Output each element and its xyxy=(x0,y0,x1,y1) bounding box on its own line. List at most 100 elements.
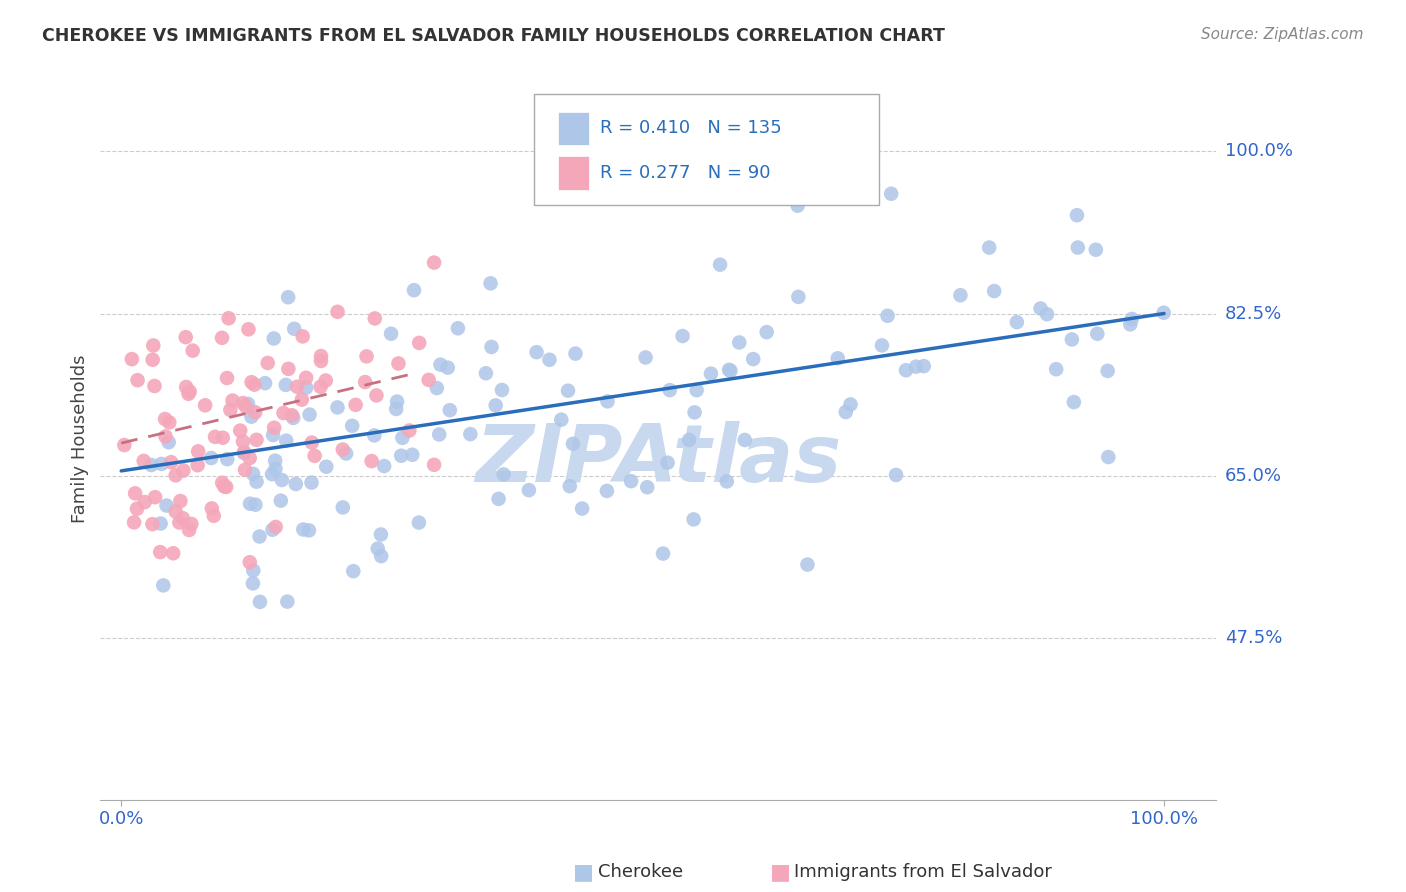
Point xyxy=(418,373,440,387)
Text: 47.5%: 47.5% xyxy=(1225,629,1282,647)
Point xyxy=(387,356,409,370)
Point xyxy=(488,491,510,506)
Point xyxy=(658,383,681,397)
Point xyxy=(720,364,742,378)
Point xyxy=(169,494,191,508)
Point xyxy=(277,362,299,376)
Point xyxy=(827,351,849,366)
Point xyxy=(342,564,364,578)
Point xyxy=(1045,362,1067,376)
Y-axis label: Family Households: Family Households xyxy=(72,354,89,523)
Point xyxy=(153,412,176,426)
Point xyxy=(596,483,619,498)
Point xyxy=(276,434,298,448)
Point xyxy=(263,421,285,435)
Point xyxy=(242,576,264,591)
Point xyxy=(141,458,163,472)
Point xyxy=(264,453,287,467)
Point xyxy=(429,358,451,372)
Point xyxy=(177,386,200,401)
Point xyxy=(256,356,278,370)
Point xyxy=(870,338,893,352)
Point xyxy=(217,452,239,467)
Point xyxy=(229,424,252,438)
Point xyxy=(1097,364,1119,378)
Point xyxy=(326,305,349,319)
Point xyxy=(671,329,693,343)
Point xyxy=(876,309,898,323)
Point xyxy=(292,523,315,537)
Text: ZIPAtlas: ZIPAtlas xyxy=(475,421,841,500)
Point xyxy=(408,335,430,350)
Point xyxy=(263,331,285,345)
Point xyxy=(242,467,264,481)
Point xyxy=(121,352,143,367)
Point xyxy=(301,435,323,450)
Point xyxy=(423,255,446,269)
Point xyxy=(1036,307,1059,321)
Point xyxy=(270,493,292,508)
Point xyxy=(332,500,354,515)
Point xyxy=(728,335,751,350)
Text: Source: ZipAtlas.com: Source: ZipAtlas.com xyxy=(1201,27,1364,42)
Point xyxy=(620,474,643,488)
Point xyxy=(370,549,392,563)
Point xyxy=(219,403,242,417)
Point xyxy=(364,311,387,326)
Point xyxy=(682,512,704,526)
Point xyxy=(880,186,903,201)
Point xyxy=(240,375,263,389)
Point xyxy=(273,406,295,420)
Point xyxy=(538,352,561,367)
Point xyxy=(884,467,907,482)
Text: R = 0.277   N = 90: R = 0.277 N = 90 xyxy=(600,164,770,182)
Point xyxy=(165,504,187,518)
Point xyxy=(979,241,1001,255)
Point xyxy=(233,463,256,477)
Point xyxy=(232,396,254,410)
Point xyxy=(447,321,470,335)
Point xyxy=(385,401,408,416)
Point xyxy=(517,483,540,497)
Point xyxy=(283,322,305,336)
Point xyxy=(264,520,287,534)
Point xyxy=(571,501,593,516)
Point xyxy=(491,383,513,397)
Point xyxy=(344,398,367,412)
Point xyxy=(160,455,183,469)
Point xyxy=(389,449,412,463)
Point xyxy=(277,290,299,304)
Point xyxy=(363,428,385,442)
Point xyxy=(398,424,420,438)
Point xyxy=(436,360,458,375)
Point xyxy=(734,433,756,447)
Point xyxy=(309,349,332,363)
Point xyxy=(373,458,395,473)
Point xyxy=(232,446,254,460)
Point xyxy=(141,517,163,532)
Point xyxy=(142,352,165,367)
Point xyxy=(1029,301,1052,316)
Point xyxy=(1121,312,1143,326)
Point xyxy=(1119,318,1142,332)
Point xyxy=(239,451,262,466)
Point xyxy=(150,457,173,471)
Point xyxy=(356,350,378,364)
Text: 82.5%: 82.5% xyxy=(1225,304,1282,323)
Point xyxy=(401,448,423,462)
Point xyxy=(232,434,254,449)
Point xyxy=(1153,306,1175,320)
Point xyxy=(786,199,808,213)
Point xyxy=(332,442,354,457)
Point xyxy=(408,516,430,530)
Point xyxy=(295,381,318,395)
Point xyxy=(149,516,172,531)
Point xyxy=(718,363,741,377)
Point xyxy=(124,486,146,500)
Point xyxy=(239,555,262,569)
Point xyxy=(187,444,209,458)
Point xyxy=(149,545,172,559)
Point xyxy=(796,558,818,572)
Point xyxy=(839,397,862,411)
Point xyxy=(187,458,209,473)
